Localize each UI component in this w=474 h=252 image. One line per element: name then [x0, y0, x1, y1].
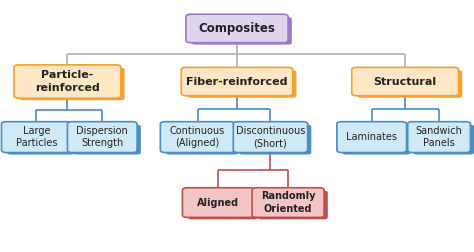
- Text: Fiber-reinforced: Fiber-reinforced: [186, 77, 288, 86]
- FancyBboxPatch shape: [258, 191, 328, 219]
- FancyBboxPatch shape: [7, 125, 75, 154]
- FancyBboxPatch shape: [67, 122, 137, 152]
- FancyBboxPatch shape: [191, 17, 292, 45]
- FancyBboxPatch shape: [337, 122, 407, 152]
- FancyBboxPatch shape: [182, 188, 255, 217]
- Text: Randomly
Oriented: Randomly Oriented: [261, 191, 315, 214]
- Text: Structural: Structural: [374, 77, 437, 86]
- FancyBboxPatch shape: [181, 67, 293, 96]
- Text: Laminates: Laminates: [346, 132, 397, 142]
- FancyBboxPatch shape: [352, 67, 458, 96]
- Text: Aligned: Aligned: [197, 198, 239, 208]
- Text: Dispersion
Strength: Dispersion Strength: [76, 126, 128, 148]
- FancyBboxPatch shape: [166, 125, 238, 154]
- FancyBboxPatch shape: [19, 68, 125, 100]
- FancyBboxPatch shape: [408, 122, 470, 152]
- FancyBboxPatch shape: [252, 188, 324, 217]
- FancyBboxPatch shape: [357, 70, 462, 98]
- FancyBboxPatch shape: [342, 125, 410, 154]
- FancyBboxPatch shape: [187, 70, 296, 98]
- FancyBboxPatch shape: [160, 122, 235, 152]
- Text: Sandwich
Panels: Sandwich Panels: [416, 126, 463, 148]
- Text: Discontinuous
(Short): Discontinuous (Short): [236, 126, 305, 148]
- Text: Continuous
(Aligned): Continuous (Aligned): [170, 126, 225, 148]
- FancyBboxPatch shape: [73, 125, 141, 154]
- FancyBboxPatch shape: [413, 125, 474, 154]
- Text: Large
Particles: Large Particles: [16, 126, 57, 148]
- FancyBboxPatch shape: [186, 14, 288, 43]
- FancyBboxPatch shape: [233, 122, 308, 152]
- FancyBboxPatch shape: [1, 122, 71, 152]
- Text: Composites: Composites: [199, 22, 275, 35]
- FancyBboxPatch shape: [239, 125, 311, 154]
- Text: Particle-
reinforced: Particle- reinforced: [35, 70, 100, 93]
- FancyBboxPatch shape: [188, 191, 258, 219]
- FancyBboxPatch shape: [14, 65, 121, 98]
